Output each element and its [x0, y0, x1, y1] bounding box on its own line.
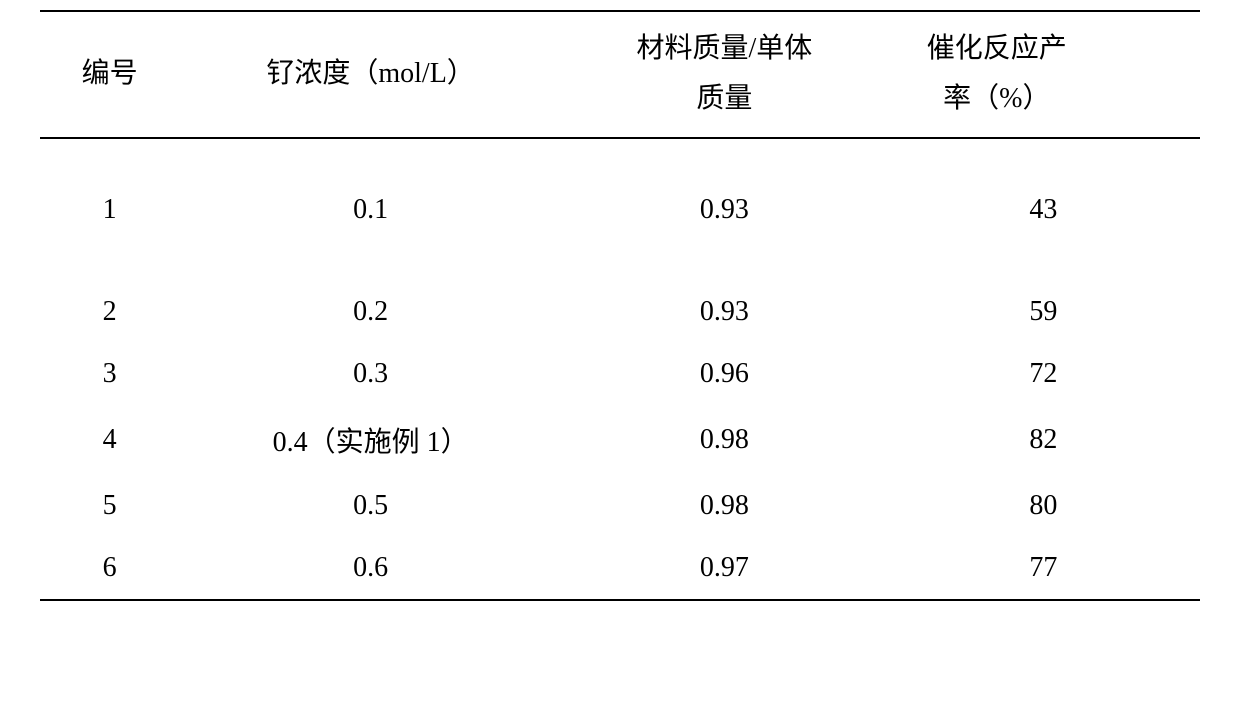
cell-mass-ratio: 0.98	[562, 475, 887, 537]
header-yield: 催化反应产 率（%）	[887, 11, 1200, 138]
cell-concentration: 0.5	[179, 475, 562, 537]
cell-mass-ratio: 0.93	[562, 281, 887, 343]
cell-yield: 72	[887, 343, 1200, 405]
header-yield-line2: 率（%）	[943, 83, 1050, 114]
table-row: 1 0.1 0.93 43	[40, 138, 1200, 281]
data-table: 编号 钌浓度（mol/L） 材料质量/单体 质量 催化反应产 率（%）	[40, 10, 1200, 601]
table-row: 3 0.3 0.96 72	[40, 343, 1200, 405]
cell-mass-ratio: 0.96	[562, 343, 887, 405]
cell-id: 1	[40, 138, 179, 281]
cell-id: 6	[40, 537, 179, 600]
header-concentration: 钌浓度（mol/L）	[179, 11, 562, 138]
cell-concentration: 0.4（实施例 1）	[179, 405, 562, 475]
table-row: 2 0.2 0.93 59	[40, 281, 1200, 343]
header-mass-ratio-label: 材料质量/单体 质量	[636, 24, 812, 125]
data-table-container: 编号 钌浓度（mol/L） 材料质量/单体 质量 催化反应产 率（%）	[40, 10, 1200, 601]
cell-yield: 80	[887, 475, 1200, 537]
table-row: 6 0.6 0.97 77	[40, 537, 1200, 600]
header-id-label: 编号	[82, 58, 138, 89]
table-body: 1 0.1 0.93 43 2 0.2 0.93 59 3 0.3 0.96 7…	[40, 138, 1200, 600]
cell-concentration: 0.6	[179, 537, 562, 600]
header-yield-line1: 催化反应产	[927, 33, 1067, 64]
header-yield-label: 催化反应产 率（%）	[927, 24, 1067, 125]
header-concentration-label: 钌浓度（mol/L）	[266, 58, 474, 89]
cell-mass-ratio: 0.93	[562, 138, 887, 281]
table-header-row: 编号 钌浓度（mol/L） 材料质量/单体 质量 催化反应产 率（%）	[40, 11, 1200, 138]
cell-concentration: 0.3	[179, 343, 562, 405]
cell-yield: 59	[887, 281, 1200, 343]
cell-id: 3	[40, 343, 179, 405]
header-mass-line1: 材料质量/单体	[636, 33, 812, 64]
cell-yield: 82	[887, 405, 1200, 475]
cell-id: 2	[40, 281, 179, 343]
header-id: 编号	[40, 11, 179, 138]
cell-yield: 43	[887, 138, 1200, 281]
table-row: 4 0.4（实施例 1） 0.98 82	[40, 405, 1200, 475]
header-mass-ratio: 材料质量/单体 质量	[562, 11, 887, 138]
cell-mass-ratio: 0.98	[562, 405, 887, 475]
cell-yield: 77	[887, 537, 1200, 600]
table-row: 5 0.5 0.98 80	[40, 475, 1200, 537]
cell-concentration: 0.1	[179, 138, 562, 281]
cell-id: 5	[40, 475, 179, 537]
cell-id: 4	[40, 405, 179, 475]
header-mass-line2: 质量	[696, 83, 752, 114]
cell-mass-ratio: 0.97	[562, 537, 887, 600]
cell-concentration: 0.2	[179, 281, 562, 343]
